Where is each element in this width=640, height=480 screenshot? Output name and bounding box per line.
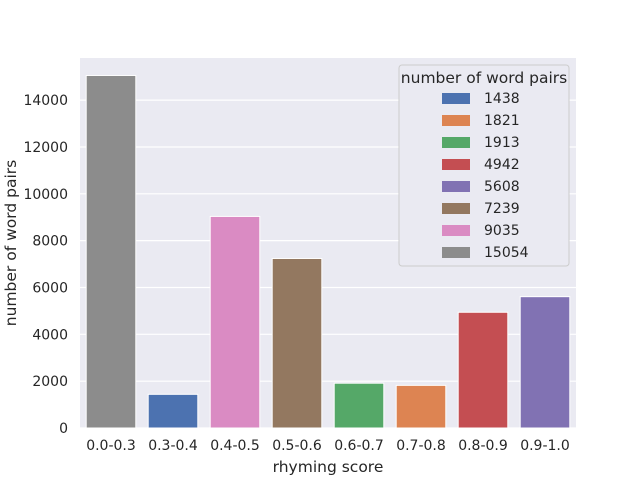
x-tick-label: 0.7-0.8: [396, 438, 446, 454]
legend-label: 5608: [484, 179, 520, 195]
y-axis-title: number of word pairs: [2, 160, 20, 326]
bar: [209, 215, 261, 429]
legend-label: 7239: [484, 201, 520, 217]
legend-items: 1438 1821 1913 4942 5608 7239 9035 15054: [442, 91, 529, 261]
y-tick-label: 6000: [32, 280, 68, 296]
y-tick-label: 4000: [32, 327, 68, 343]
y-tick-label: 14000: [23, 93, 68, 109]
legend-swatch: [442, 225, 470, 236]
x-tick-label: 0.4-0.5: [210, 438, 260, 454]
x-tick-label: 0.9-1.0: [520, 438, 570, 454]
legend-swatch: [442, 247, 470, 258]
bar: [85, 74, 137, 429]
bar: [395, 384, 447, 429]
y-tick-label: 2000: [32, 374, 68, 390]
x-tick-label: 0.8-0.9: [458, 438, 508, 454]
legend-label: 4942: [484, 157, 520, 173]
y-tick-label: 10000: [23, 187, 68, 203]
y-tick-label: 12000: [23, 140, 68, 156]
legend: number of word pairs 1438 1821 1913 4942 560…: [398, 64, 570, 267]
x-axis-title: rhyming score: [273, 458, 384, 476]
legend-label: 1821: [484, 113, 520, 129]
bar: [457, 311, 509, 429]
x-tick-label: 0.3-0.4: [148, 438, 198, 454]
legend-swatch: [442, 93, 470, 104]
legend-label: 15054: [484, 245, 529, 261]
legend-box: [398, 64, 570, 267]
x-tick-labels: 0.0-0.3 0.3-0.4 0.4-0.5 0.5-0.6 0.6-0.7 0.7-0…: [86, 438, 570, 454]
legend-swatch: [442, 159, 470, 170]
x-tick-label: 0.6-0.7: [334, 438, 384, 454]
x-tick-label: 0.0-0.3: [86, 438, 136, 454]
bars: [85, 74, 571, 429]
y-tick-label: 0: [59, 421, 68, 437]
legend-swatch: [442, 181, 470, 192]
x-tick-label: 0.5-0.6: [272, 438, 322, 454]
bar: [519, 296, 571, 429]
legend-swatch: [442, 137, 470, 148]
bar: [271, 257, 323, 429]
legend-swatch: [442, 115, 470, 126]
y-tick-label: 8000: [32, 234, 68, 250]
legend-swatch: [442, 203, 470, 214]
bar: [147, 393, 199, 429]
bar: [333, 382, 385, 429]
legend-label: 1438: [484, 91, 520, 107]
legend-label: 9035: [484, 223, 520, 239]
y-tick-labels: 0 2000 4000 6000 8000 10000 12000 14000: [23, 93, 68, 437]
legend-label: 1913: [484, 135, 520, 151]
legend-title: number of word pairs: [401, 69, 567, 87]
